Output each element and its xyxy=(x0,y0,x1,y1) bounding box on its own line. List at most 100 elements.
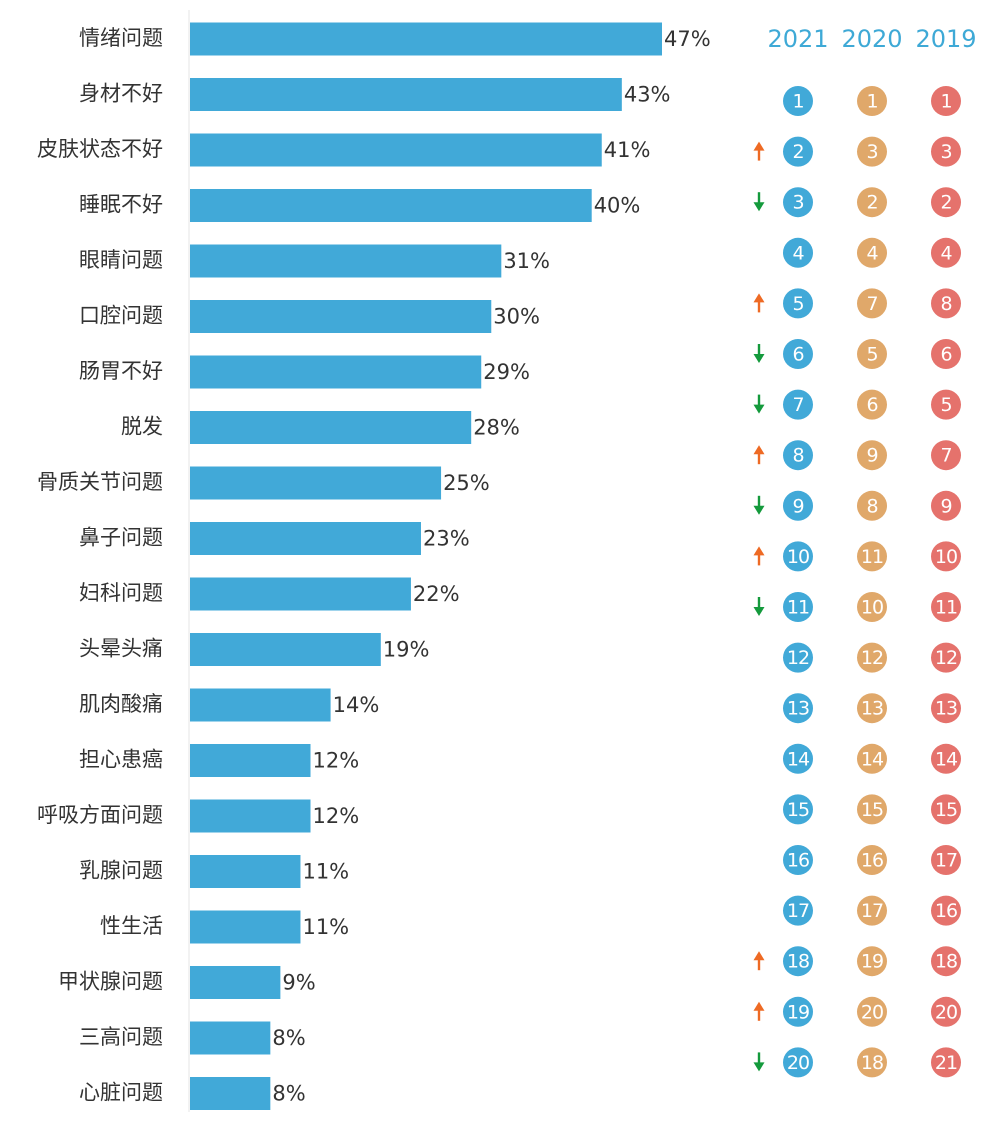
value-label: 30% xyxy=(493,305,540,329)
category-label: 性生活 xyxy=(100,914,163,938)
rank-badge xyxy=(857,136,887,167)
rank-number: 11 xyxy=(935,597,957,619)
value-label: 9% xyxy=(282,971,315,995)
rank-number: 1 xyxy=(792,91,803,113)
category-label: 骨质关节问题 xyxy=(37,470,163,494)
bar xyxy=(190,799,311,833)
rank-number: 9 xyxy=(940,495,951,517)
arrow-down-icon xyxy=(753,1052,765,1072)
rank-badge xyxy=(783,288,813,319)
value-label: 31% xyxy=(503,249,550,273)
rank-badge xyxy=(783,794,813,825)
bars-group: 情绪问题 47% 身材不好 43% 皮肤状态不好 41% 睡眠不好 40% 眼睛问题 31% 口腔问… xyxy=(37,22,711,1110)
rank-number: 13 xyxy=(787,698,809,720)
rank-badge xyxy=(783,845,813,875)
rank-number: 14 xyxy=(935,748,958,770)
rank-number: 7 xyxy=(792,394,803,416)
rank-number: 17 xyxy=(787,900,809,922)
rank-number: 10 xyxy=(935,546,957,568)
category-label: 眼睛问题 xyxy=(79,248,163,272)
rank-badge xyxy=(857,339,887,369)
rank-number: 12 xyxy=(935,647,957,669)
bar xyxy=(190,189,592,222)
rank-number: 8 xyxy=(940,293,951,315)
rank-number: 3 xyxy=(866,141,877,163)
rank-number: 5 xyxy=(866,344,877,366)
rank-badge xyxy=(783,541,813,572)
rank-number: 10 xyxy=(861,597,883,619)
rank-number: 12 xyxy=(787,647,809,669)
rank-number: 18 xyxy=(861,1052,883,1074)
rank-badge xyxy=(931,642,961,673)
rank-number: 13 xyxy=(861,698,883,720)
rank-number: 3 xyxy=(792,192,803,214)
rank-number: 16 xyxy=(935,900,957,922)
category-label: 皮肤状态不好 xyxy=(37,137,163,161)
category-label: 肌肉酸痛 xyxy=(79,692,163,716)
arrow-up-icon xyxy=(753,293,765,313)
bar xyxy=(190,1021,271,1055)
arrow-up-icon xyxy=(753,546,765,566)
rank-badge xyxy=(783,946,813,977)
arrow-down-icon xyxy=(753,394,765,414)
category-label: 乳腺问题 xyxy=(79,859,163,883)
value-label: 12% xyxy=(313,749,360,773)
bar xyxy=(190,78,622,111)
rank-number: 6 xyxy=(792,344,803,366)
category-label: 情绪问题 xyxy=(79,26,163,50)
bar xyxy=(190,1077,271,1110)
arrow-down-icon xyxy=(753,495,765,515)
value-label: 25% xyxy=(443,471,490,495)
rank-badge xyxy=(783,1047,813,1078)
value-label: 8% xyxy=(272,1026,305,1050)
rank-badge xyxy=(857,541,887,572)
rank-badge xyxy=(931,1047,961,1078)
rank-badge xyxy=(857,389,887,420)
rank-badge xyxy=(857,743,887,774)
rank-number: 18 xyxy=(787,951,809,973)
rank-badge xyxy=(783,86,813,116)
category-label: 三高问题 xyxy=(79,1025,163,1049)
rank-badge xyxy=(857,946,887,977)
rank-badge xyxy=(931,187,961,218)
rank-number: 5 xyxy=(792,293,803,315)
rank-number: 14 xyxy=(861,748,884,770)
category-label: 脱发 xyxy=(121,415,163,439)
rank-number: 1 xyxy=(940,91,951,113)
bar xyxy=(190,577,411,611)
arrow-up-icon xyxy=(753,1001,765,1021)
rank-number: 17 xyxy=(861,900,883,922)
rank-badge xyxy=(783,743,813,774)
rank-badge xyxy=(783,490,813,521)
rank-badge xyxy=(931,895,961,926)
rank-badge xyxy=(857,440,887,471)
rank-number: 1 xyxy=(866,91,877,113)
rank-number: 10 xyxy=(787,546,809,568)
value-label: 41% xyxy=(604,138,651,162)
arrow-up-icon xyxy=(753,445,765,465)
rank-badge xyxy=(931,86,961,116)
rank-badge xyxy=(931,693,961,724)
bar xyxy=(190,355,482,389)
arrow-down-icon xyxy=(753,344,765,363)
rank-badge xyxy=(783,996,813,1027)
value-label: 11% xyxy=(302,860,349,884)
category-label: 妇科问题 xyxy=(79,581,163,605)
rank-number: 15 xyxy=(861,799,883,821)
bar xyxy=(190,910,301,944)
value-label: 23% xyxy=(423,527,470,551)
rank-badge xyxy=(931,794,961,825)
arrow-up-icon xyxy=(753,141,765,161)
rank-badge xyxy=(931,996,961,1027)
bar xyxy=(190,22,662,56)
rank-number: 9 xyxy=(792,495,803,517)
rank-badge xyxy=(931,743,961,774)
category-label: 肠胃不好 xyxy=(79,359,163,383)
rank-number: 17 xyxy=(935,850,957,872)
bar xyxy=(190,522,421,555)
rank-number: 4 xyxy=(792,242,804,264)
rank-number: 5 xyxy=(940,394,951,416)
rank-number: 4 xyxy=(940,242,952,264)
